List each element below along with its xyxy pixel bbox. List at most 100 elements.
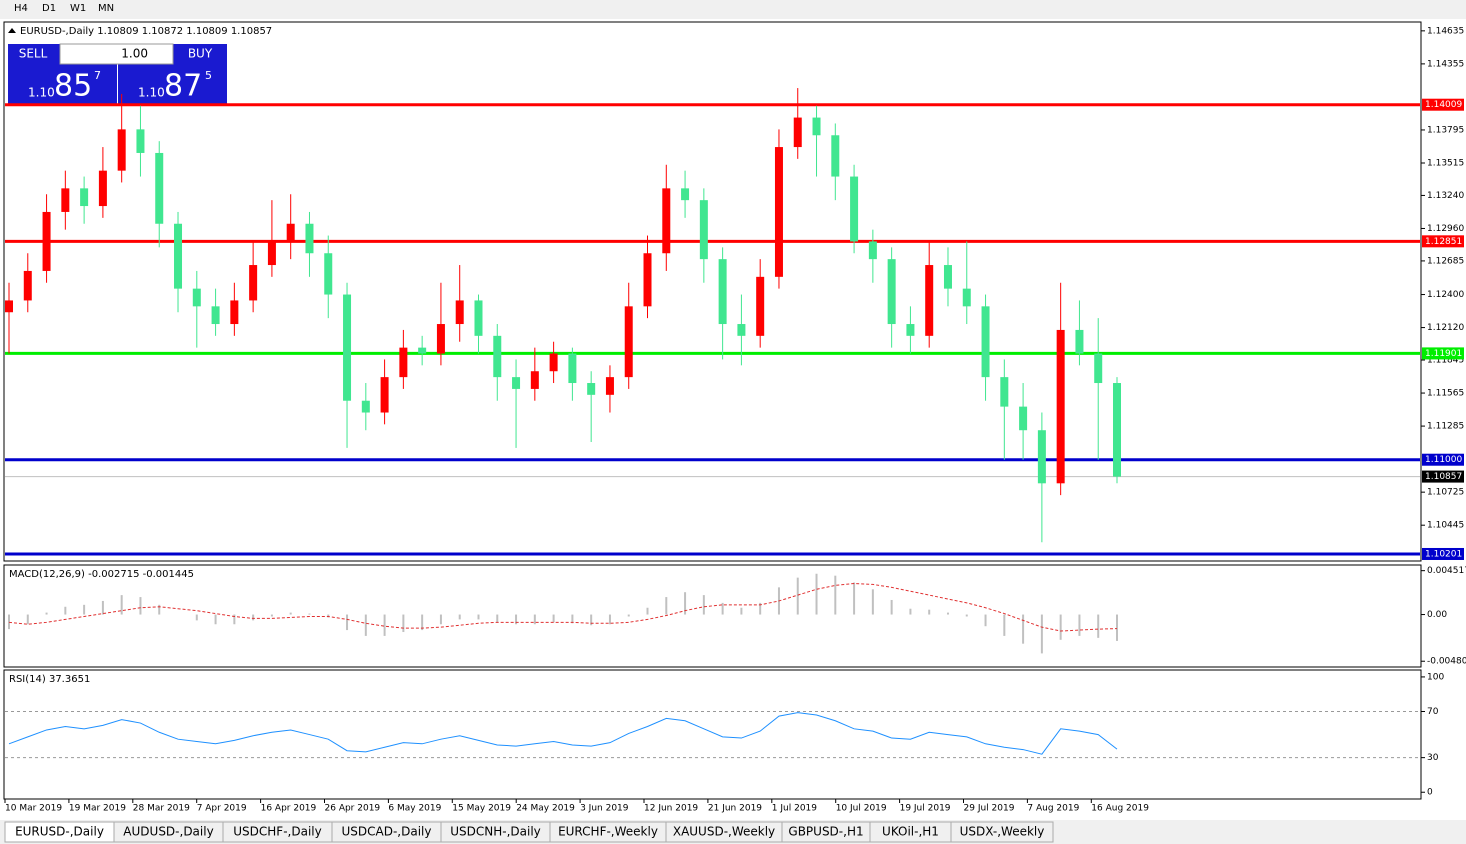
- sell-label: SELL: [19, 47, 48, 61]
- sell-price-prefix: 1.10: [28, 86, 55, 100]
- candle-body: [305, 223, 314, 254]
- x-tick-label: 10 Jul 2019: [836, 804, 887, 814]
- level-label: 1.10201: [1425, 549, 1462, 559]
- x-tick-label: 21 Jun 2019: [708, 804, 762, 814]
- candle-body: [380, 377, 389, 413]
- y-tick-label: 0.004517: [1427, 566, 1466, 576]
- candle-body: [868, 241, 877, 260]
- candle-body: [512, 377, 521, 389]
- candle-body: [493, 335, 502, 378]
- candle-body: [925, 265, 934, 336]
- x-tick-label: 6 May 2019: [388, 804, 441, 814]
- candle-body: [662, 188, 671, 254]
- macd-panel: [3, 564, 1422, 668]
- price-panel: [3, 21, 1422, 562]
- rsi-panel: [3, 669, 1422, 800]
- lot-input[interactable]: [59, 43, 174, 65]
- level-label: 1.11000: [1425, 455, 1462, 465]
- x-tick-label: 24 May 2019: [516, 804, 575, 814]
- candle-body: [436, 324, 445, 354]
- chart-tab[interactable]: [950, 821, 1054, 843]
- chart-tab-label[interactable]: EURUSD-,Daily: [15, 825, 104, 839]
- candle-body: [23, 270, 32, 301]
- y-tick-label: 100: [1427, 672, 1444, 682]
- candle-body: [474, 300, 483, 336]
- chart-tab-label[interactable]: USDCNH-,Daily: [450, 825, 541, 839]
- candle-body: [756, 276, 765, 336]
- candle-body: [61, 188, 70, 212]
- y-tick-label: 1.12960: [1427, 224, 1464, 234]
- candle-body: [624, 306, 633, 378]
- x-tick-label: 15 May 2019: [452, 804, 511, 814]
- chart-tab-label[interactable]: USDX-,Weekly: [960, 825, 1045, 839]
- candle-body: [5, 300, 13, 313]
- x-tick-label: 7 Apr 2019: [197, 804, 247, 814]
- buy-price-prefix: 1.10: [138, 86, 165, 100]
- candle-body: [793, 117, 802, 148]
- candle-body: [211, 306, 220, 325]
- collapse-icon[interactable]: [8, 28, 16, 33]
- candle-body: [249, 265, 258, 301]
- x-tick-label: 16 Aug 2019: [1091, 804, 1149, 814]
- chart-tab-label[interactable]: AUDUSD-,Daily: [123, 825, 213, 839]
- level-label-bg: [1422, 98, 1464, 111]
- chart-tab-label[interactable]: XAUUSD-,Weekly: [673, 825, 775, 839]
- x-tick-label: 16 Apr 2019: [261, 804, 317, 814]
- chart-tab-label[interactable]: UKOil-,H1: [882, 825, 939, 839]
- candle-body: [174, 223, 183, 289]
- current-price-label: 1.10857: [1425, 472, 1462, 482]
- chart-tab-label[interactable]: USDCAD-,Daily: [342, 825, 432, 839]
- candle-body: [981, 306, 990, 378]
- timeframe-button[interactable]: H4: [14, 3, 28, 14]
- rsi-line: [8, 712, 1118, 755]
- chart-tab-label[interactable]: GBPUSD-,H1: [788, 825, 863, 839]
- candle-body: [98, 170, 107, 207]
- chart-tab-label[interactable]: USDCHF-,Daily: [233, 825, 321, 839]
- candle-body: [1113, 383, 1121, 477]
- x-tick-label: 1 Jul 2019: [772, 804, 817, 814]
- y-tick-label: 1.10725: [1427, 488, 1464, 498]
- candle-body: [399, 347, 408, 378]
- y-tick-label: 1.14355: [1427, 59, 1464, 69]
- candle-body: [943, 265, 952, 289]
- x-tick-label: 29 Jul 2019: [964, 804, 1015, 814]
- candle-body: [361, 400, 370, 413]
- y-tick-label: -0.004806: [1427, 657, 1466, 667]
- y-tick-label: 1.10445: [1427, 521, 1464, 531]
- candle-body: [267, 241, 276, 266]
- candle-body: [962, 288, 971, 307]
- candle-body: [230, 300, 239, 325]
- candle-body: [530, 371, 539, 389]
- x-tick-label: 7 Aug 2019: [1027, 804, 1079, 814]
- candle-body: [418, 347, 427, 354]
- timeframe-button[interactable]: W1: [70, 3, 86, 14]
- candle-body: [1019, 406, 1028, 431]
- level-label-bg: [1422, 547, 1464, 560]
- candle-body: [42, 211, 51, 271]
- level-label: 1.12851: [1425, 237, 1462, 247]
- current-price-bg: [1422, 470, 1464, 483]
- y-tick-label: 1.14635: [1427, 26, 1464, 36]
- macd-title: MACD(12,26,9) -0.002715 -0.001445: [9, 569, 194, 580]
- x-tick-label: 19 Jul 2019: [900, 804, 951, 814]
- y-tick-label: 1.11565: [1427, 389, 1464, 399]
- macd-signal: [8, 582, 1118, 632]
- level-label: 1.14009: [1425, 100, 1462, 110]
- x-tick-label: 26 Apr 2019: [325, 804, 381, 814]
- y-tick-label: 1.11285: [1427, 422, 1464, 432]
- timeframe-button[interactable]: MN: [98, 3, 114, 14]
- sell-price-small: 7: [94, 69, 101, 82]
- candle-body: [774, 147, 783, 277]
- candle-body: [737, 324, 746, 336]
- y-tick-label: 0.00: [1427, 610, 1447, 620]
- chart-tab-label[interactable]: EURCHF-,Weekly: [558, 825, 658, 839]
- y-tick-label: 1.13240: [1427, 191, 1464, 201]
- candle-body: [587, 383, 596, 395]
- y-tick-label: 1.13515: [1427, 158, 1464, 168]
- level-label-bg: [1422, 347, 1464, 360]
- timeframe-button[interactable]: D1: [42, 3, 56, 14]
- candle-body: [831, 135, 840, 177]
- candle-body: [850, 176, 859, 242]
